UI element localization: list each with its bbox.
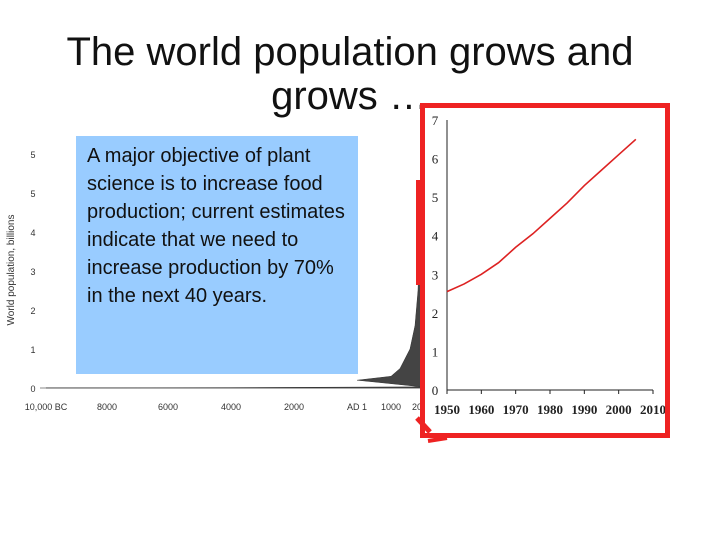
inset-x-tick-label: 1970: [503, 402, 529, 417]
inset-y-tick-label: 3: [432, 267, 439, 282]
inset-x-tick-label: 2000: [606, 402, 632, 417]
y-tick-label: 2: [30, 306, 35, 316]
inset-x-tick-label: 1990: [571, 402, 597, 417]
food-production-callout: A major objective of plant science is to…: [76, 136, 358, 374]
x-tick-label: AD 1: [347, 402, 367, 412]
x-tick-label: 4000: [221, 402, 241, 412]
inset-x-tick-label: 1980: [537, 402, 563, 417]
inset-y-tick-label: 0: [432, 383, 439, 398]
y-tick-label: 4: [30, 228, 35, 238]
y-tick-label: 5: [30, 150, 35, 160]
inset-x-tick-label: 1960: [468, 402, 494, 417]
x-tick-label: 8000: [97, 402, 117, 412]
arrow-bottom-edge: [427, 436, 448, 443]
inset-y-tick-label: 4: [432, 229, 439, 244]
inset-highlight-frame: [420, 103, 670, 438]
title-line-1: The world population grows and: [66, 30, 634, 74]
population-line: [446, 138, 637, 293]
inset-y-tick-label: 7: [432, 113, 439, 128]
inset-y-tick-label: 2: [432, 306, 439, 321]
y-axis-label: World population, billions: [6, 215, 17, 326]
population-1950-2010-chart: 0 1 2 3 4 5 6 7 1950 1960 1970 1980 1990 2000 2010: [432, 113, 665, 417]
x-tick-label: 6000: [158, 402, 178, 412]
inset-x-tick-label: 2010: [640, 402, 665, 417]
y-tick-label: 0: [30, 384, 35, 394]
y-tick-label: 3: [30, 267, 35, 277]
x-tick-label: 1000: [381, 402, 401, 412]
inset-y-tick-label: 1: [432, 344, 439, 359]
inset-y-tick-label: 6: [432, 152, 439, 167]
slide-title: The world population grows and grows …: [0, 30, 700, 118]
y-tick-label: 1: [30, 345, 35, 355]
x-tick-label: 2000: [284, 402, 304, 412]
x-tick-label: 10,000 BC: [25, 402, 68, 412]
y-tick-label: 5: [30, 189, 35, 199]
title-line-2: grows …: [271, 74, 429, 118]
inset-y-tick-label: 5: [432, 190, 439, 205]
inset-x-tick-label: 1950: [434, 402, 460, 417]
